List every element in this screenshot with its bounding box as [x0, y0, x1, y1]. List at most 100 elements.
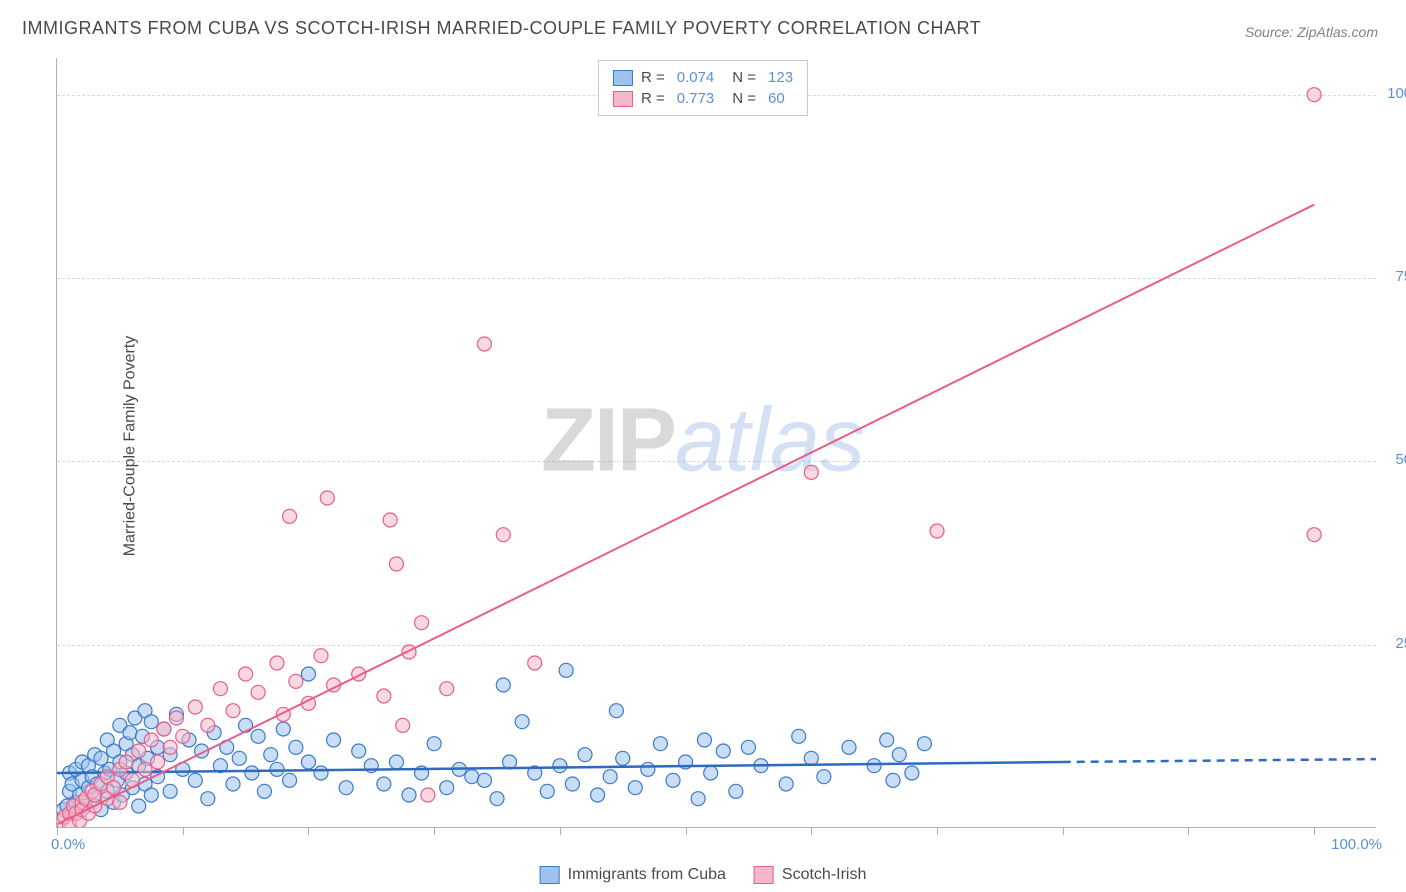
correlation-legend: R = 0.074 N = 123 R = 0.773 N = 60: [598, 60, 808, 116]
x-tick: [183, 827, 184, 835]
data-point: [496, 678, 510, 692]
data-point: [515, 715, 529, 729]
source-attribution: Source: ZipAtlas.com: [1245, 24, 1378, 40]
data-point: [729, 784, 743, 798]
data-point: [609, 704, 623, 718]
trend-line-dashed: [1063, 759, 1376, 762]
legend-r-label: R =: [641, 69, 665, 86]
y-tick-label: 100.0%: [1387, 85, 1406, 102]
data-point: [144, 733, 158, 747]
data-point: [119, 755, 133, 769]
data-point: [301, 667, 315, 681]
data-point: [440, 682, 454, 696]
data-point: [440, 781, 454, 795]
legend-row-series2: R = 0.773 N = 60: [613, 88, 793, 109]
data-point: [917, 737, 931, 751]
data-point: [528, 656, 542, 670]
data-point: [276, 722, 290, 736]
data-point: [804, 751, 818, 765]
legend-swatch-bottom-1: [540, 866, 560, 884]
data-point: [553, 759, 567, 773]
legend-r-label: R =: [641, 90, 665, 107]
x-tick: [937, 827, 938, 835]
x-tick: [1188, 827, 1189, 835]
data-point: [697, 733, 711, 747]
data-point: [245, 766, 259, 780]
data-point: [578, 748, 592, 762]
y-tick-label: 25.0%: [1395, 635, 1406, 652]
data-point: [565, 777, 579, 791]
x-tick: [308, 827, 309, 835]
data-point: [389, 557, 403, 571]
legend-n-label: N =: [732, 69, 756, 86]
trend-line: [57, 205, 1314, 825]
data-point: [144, 715, 158, 729]
data-point: [792, 729, 806, 743]
data-point: [289, 740, 303, 754]
legend-label-2: Scotch-Irish: [782, 866, 866, 884]
data-point: [163, 784, 177, 798]
data-point: [239, 667, 253, 681]
data-point: [591, 788, 605, 802]
data-point: [628, 781, 642, 795]
data-point: [320, 491, 334, 505]
data-point: [301, 755, 315, 769]
data-point: [264, 748, 278, 762]
data-point: [817, 770, 831, 784]
legend-row-series1: R = 0.074 N = 123: [613, 67, 793, 88]
legend-n-label: N =: [732, 90, 756, 107]
data-point: [132, 744, 146, 758]
data-point: [377, 777, 391, 791]
data-point: [377, 689, 391, 703]
data-point: [251, 729, 265, 743]
data-point: [402, 788, 416, 802]
data-point: [169, 711, 183, 725]
data-point: [144, 788, 158, 802]
data-point: [716, 744, 730, 758]
data-point: [327, 733, 341, 747]
y-tick-label: 0.0%: [51, 836, 85, 853]
chart-title: IMMIGRANTS FROM CUBA VS SCOTCH-IRISH MAR…: [22, 18, 981, 39]
data-point: [741, 740, 755, 754]
data-point: [283, 773, 297, 787]
data-point: [842, 740, 856, 754]
data-point: [213, 682, 227, 696]
data-point: [123, 726, 137, 740]
data-point: [616, 751, 630, 765]
x-tick: [1063, 827, 1064, 835]
data-point: [226, 777, 240, 791]
legend-item-2: Scotch-Irish: [754, 866, 866, 884]
legend-n-value-2: 60: [768, 90, 785, 107]
data-point: [666, 773, 680, 787]
series-legend: Immigrants from Cuba Scotch-Irish: [540, 866, 867, 884]
data-point: [132, 799, 146, 813]
data-point: [151, 755, 165, 769]
data-point: [559, 663, 573, 677]
legend-r-value-2: 0.773: [677, 90, 715, 107]
data-point: [540, 784, 554, 798]
data-point: [427, 737, 441, 751]
data-point: [352, 744, 366, 758]
scatter-svg: [57, 58, 1376, 827]
data-point: [157, 722, 171, 736]
data-point: [251, 685, 265, 699]
legend-swatch-2: [613, 91, 633, 107]
data-point: [188, 700, 202, 714]
data-point: [226, 704, 240, 718]
data-point: [339, 781, 353, 795]
x-tick-label-right: 100.0%: [1331, 836, 1382, 853]
data-point: [314, 766, 328, 780]
data-point: [188, 773, 202, 787]
data-point: [465, 770, 479, 784]
data-point: [867, 759, 881, 773]
data-point: [201, 718, 215, 732]
data-point: [691, 792, 705, 806]
data-point: [880, 733, 894, 747]
data-point: [779, 777, 793, 791]
data-point: [201, 792, 215, 806]
data-point: [107, 781, 121, 795]
legend-label-1: Immigrants from Cuba: [568, 866, 726, 884]
y-tick-label: 75.0%: [1395, 268, 1406, 285]
data-point: [270, 656, 284, 670]
data-point: [477, 773, 491, 787]
